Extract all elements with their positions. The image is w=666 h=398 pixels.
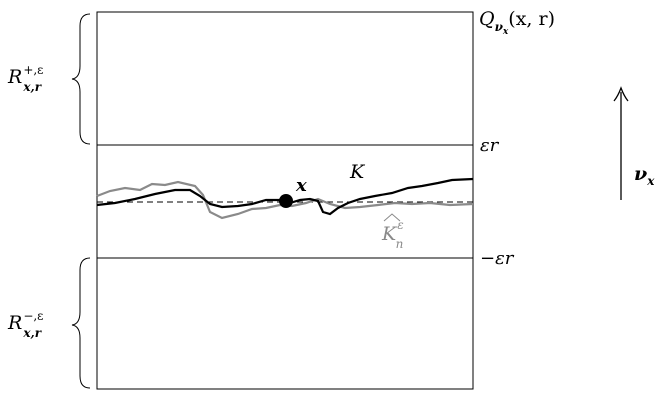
cube-label: Qνx(x, r) (479, 8, 555, 37)
region-minus-label: R−,ε x,r (7, 309, 43, 340)
curve-k (96, 177, 474, 216)
curve-k-label: K (349, 161, 366, 183)
brace-lower (71, 257, 91, 389)
minus-eps-r-label: −εr (480, 248, 515, 269)
region-plus-label: R+,ε x,r (7, 63, 43, 94)
curve-khat-label: Kε n (381, 218, 404, 251)
khat-hat (383, 213, 401, 222)
normal-label: νx (634, 163, 655, 188)
point-x-dot (279, 194, 293, 208)
eps-r-label: εr (480, 135, 500, 156)
point-x-label: x (295, 175, 307, 196)
approx-curve-khat (96, 180, 474, 220)
normal-arrow-head (613, 86, 629, 102)
cube-outline (96, 11, 474, 390)
brace-upper (71, 13, 91, 145)
